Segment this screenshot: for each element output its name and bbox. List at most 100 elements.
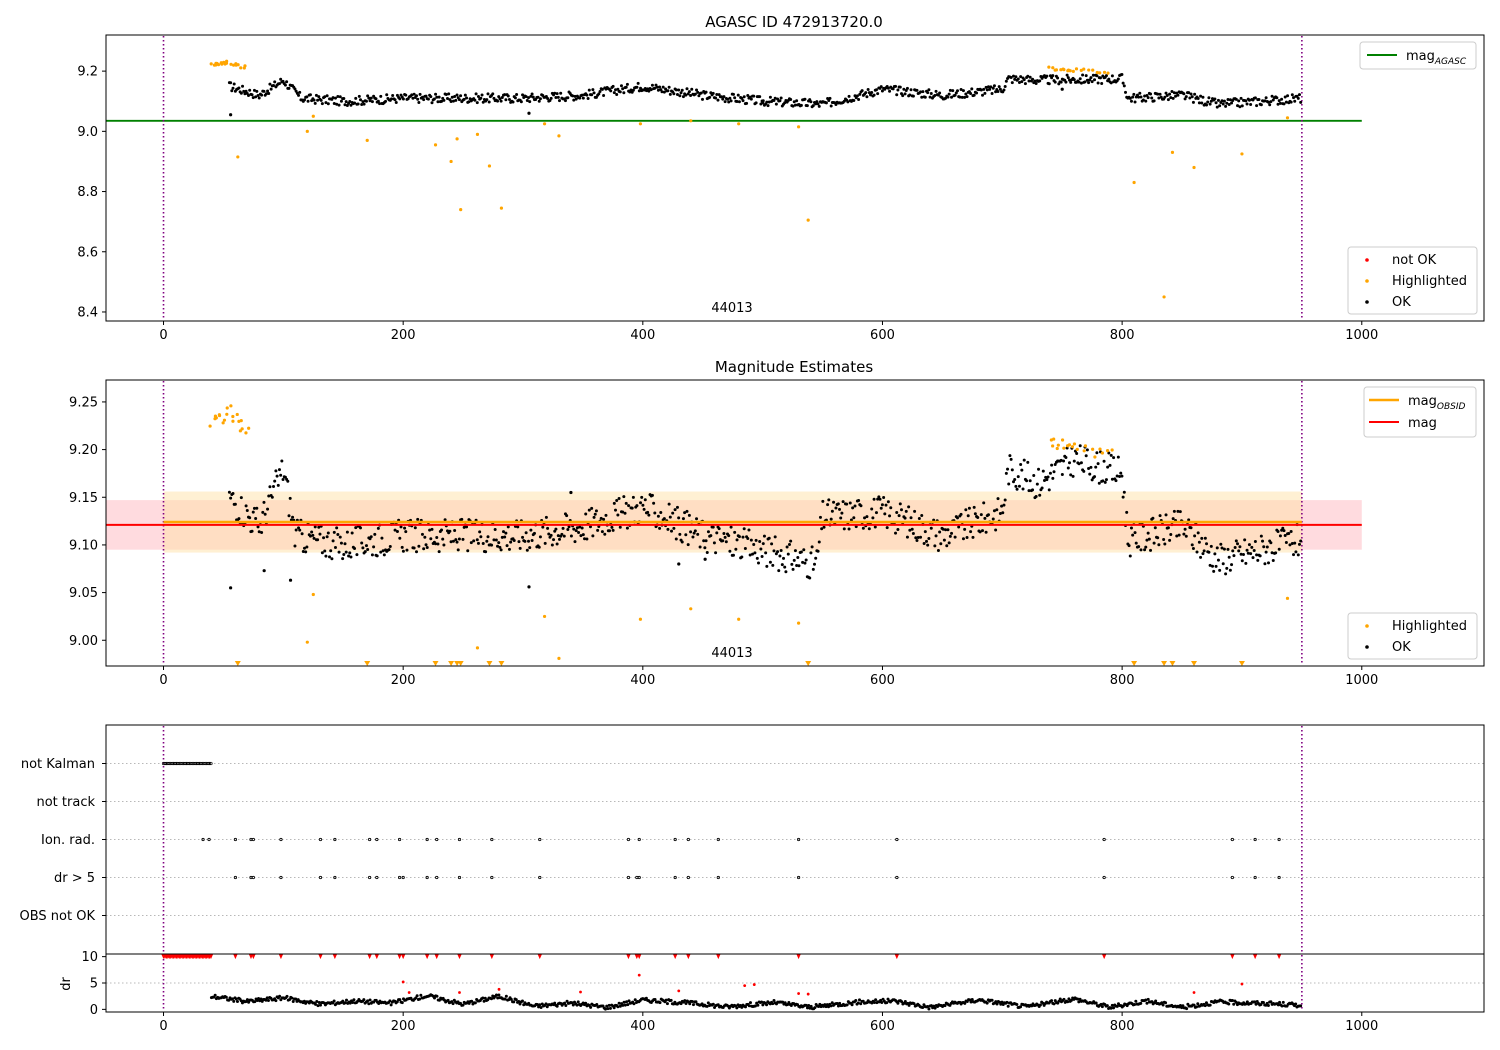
p1-ok-point	[287, 86, 291, 90]
p2-ok-outlier	[229, 586, 233, 590]
p1-ok-point	[525, 98, 529, 102]
p4-ok-point	[735, 1006, 739, 1010]
p2-ok-point	[1115, 474, 1119, 478]
p1-ok-point	[1014, 75, 1018, 79]
p2-ok-point	[1137, 545, 1141, 549]
p4-ok-point	[874, 998, 878, 1002]
p2-ok-point	[957, 525, 961, 529]
p2-ok-point	[734, 547, 738, 551]
p2-ok-point	[554, 527, 558, 531]
p4-ok-point	[818, 1002, 822, 1006]
p1-highlighted-point	[433, 143, 438, 147]
p2-ok-point	[785, 545, 789, 549]
p2-ok-point	[435, 535, 439, 539]
flag-ion-rad-point	[435, 837, 439, 842]
p2-ok-point	[1001, 511, 1005, 515]
p2-ok-point	[1107, 451, 1111, 455]
p1-ok-point	[625, 82, 629, 86]
p1-ok-point	[590, 93, 594, 97]
p2-ok-point	[821, 499, 825, 503]
p1-ok-point	[1239, 96, 1243, 100]
p2-ok-point	[786, 552, 790, 556]
p1-ok-point	[368, 99, 372, 103]
p1-ok-point	[700, 97, 704, 101]
p1-ok-point	[792, 100, 796, 104]
p1-ok-point	[556, 95, 560, 99]
p1-ok-point	[1206, 100, 1210, 104]
p2-ok-point	[501, 530, 505, 534]
p2-ok-point	[580, 526, 584, 530]
p2-ok-point	[380, 536, 384, 540]
p4-clipped-marker	[894, 954, 900, 960]
p2-ok-point	[647, 513, 651, 517]
p1-ok-point	[631, 88, 635, 92]
p1-ok-point	[559, 91, 563, 95]
p4-ok-point	[633, 998, 637, 1002]
p1-ok-point	[766, 104, 770, 108]
p4-ok-point	[1161, 1003, 1165, 1007]
p2-ok-point	[276, 483, 280, 487]
p4-ok-point	[1006, 1004, 1010, 1008]
p2-ok-point	[802, 548, 806, 552]
p1-ok-point	[252, 88, 256, 92]
p2-ok-point	[1234, 539, 1238, 543]
p2-ok-point	[1270, 551, 1274, 555]
p2-ok-point	[1253, 539, 1257, 543]
p1-ok-point	[281, 79, 285, 83]
p2-ok-point	[1201, 552, 1205, 556]
p4-not-ok-point	[637, 973, 641, 977]
p1-ok-point	[1234, 97, 1238, 101]
p2-ok-point	[1152, 541, 1156, 545]
p4-ok-point	[489, 997, 493, 1001]
p1-ok-point	[528, 100, 532, 104]
p1-ok-point	[389, 97, 393, 101]
p1-ok-point	[929, 91, 933, 95]
p2-ok-point	[424, 543, 428, 547]
p2-ok-point	[1106, 465, 1110, 469]
p4-ok-point	[564, 1004, 568, 1008]
flag-ion-rad-point	[201, 837, 205, 842]
p2-highlighted-point	[225, 412, 229, 416]
p2-ok-point	[916, 535, 920, 539]
p4-ok-point	[716, 1003, 720, 1007]
flag-ion-rad-point	[1102, 837, 1106, 842]
p2-ok-point	[822, 525, 826, 529]
p4-ok-point	[1245, 1000, 1249, 1004]
p2-ok-point	[610, 525, 614, 529]
p4-ok-point	[621, 1003, 625, 1007]
p1-ok-point	[581, 96, 585, 100]
p2-ok-point	[273, 479, 277, 483]
p2-ok-point	[994, 528, 998, 532]
p2-ok-point	[596, 528, 600, 532]
p1-ok-point	[444, 93, 448, 97]
p1-ok-point	[273, 80, 277, 84]
p2-ok-point	[404, 530, 408, 534]
p2-ok-point	[333, 546, 337, 550]
p2-ok-point	[770, 542, 774, 546]
p4-clipped-marker	[457, 954, 462, 960]
p4-ok-point	[1204, 1001, 1208, 1005]
p2-ok-point	[836, 502, 840, 506]
p2-ok-point	[254, 516, 258, 520]
p2-ok-point	[959, 512, 963, 516]
p2-ok-point	[521, 535, 525, 539]
p1-ok-point	[621, 87, 625, 91]
p4-ok-point	[804, 1003, 808, 1007]
p2-ok-outlier	[527, 585, 531, 589]
p1-ok-point	[546, 96, 550, 100]
p1-ok-point	[435, 95, 439, 99]
p1-ok-point	[1284, 100, 1288, 104]
p2-ok-point	[727, 534, 731, 538]
p1-ok-point	[487, 100, 491, 104]
p2-ok-point	[492, 538, 496, 542]
p1-highlighted-point	[1192, 165, 1196, 170]
p2-ok-point	[963, 527, 967, 531]
p2-highlighted-point	[231, 414, 235, 419]
p1-ok-point	[1176, 93, 1180, 97]
p4-ok-point	[1015, 1002, 1019, 1006]
p2-ok-point	[294, 528, 298, 532]
p2-ok-point	[298, 528, 302, 532]
p1-ok-point	[891, 87, 895, 91]
flag-dr-gt-5-point	[538, 875, 542, 880]
p2-highlighted-point	[1285, 596, 1290, 600]
